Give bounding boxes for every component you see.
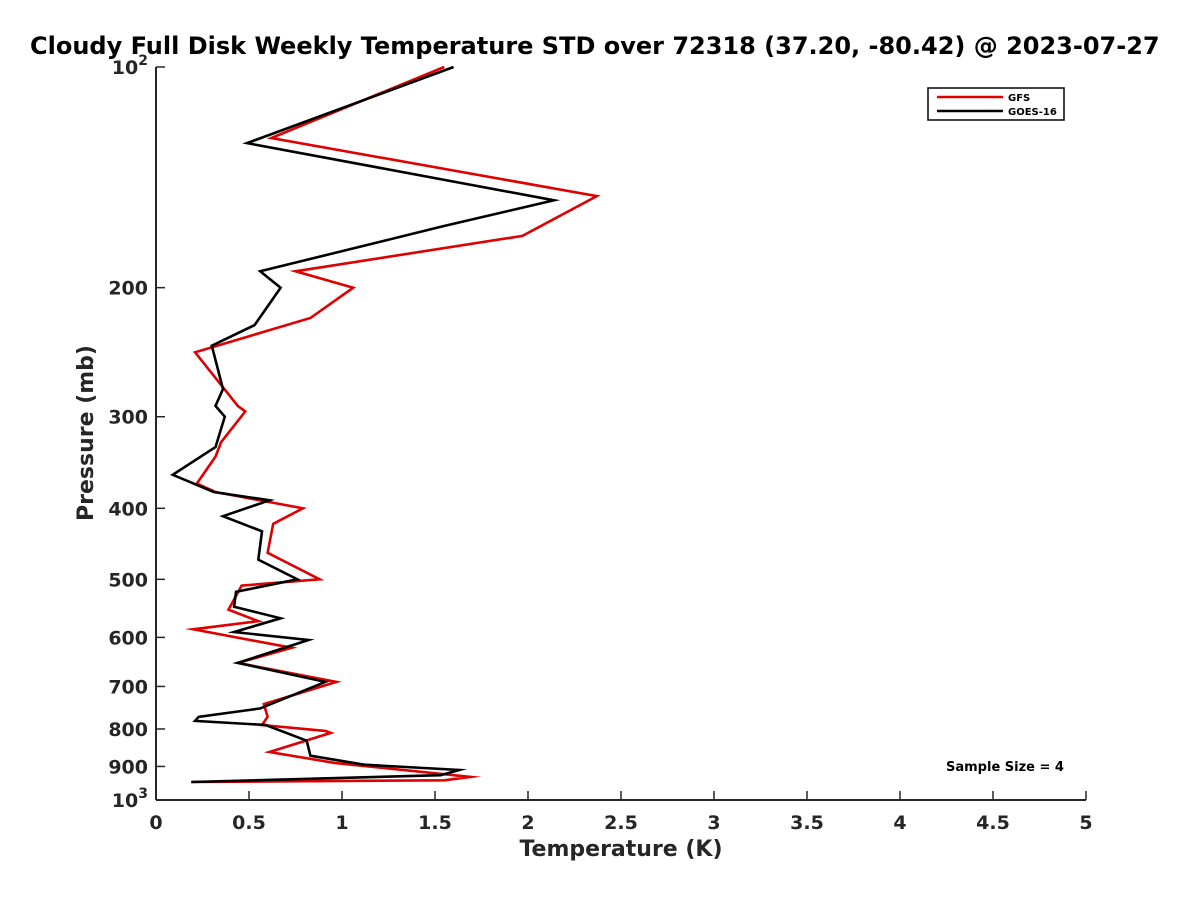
y-tick-label: 700 [108, 676, 148, 698]
x-tick-label: 4.5 [976, 812, 1010, 834]
series-line-goes16 [169, 65, 561, 784]
x-tick-label: 2 [521, 812, 534, 834]
x-axis-label: Temperature (K) [519, 837, 722, 862]
y-tick-label: 400 [108, 498, 148, 520]
x-tick-label: 3.5 [790, 812, 824, 834]
chart-title: Cloudy Full Disk Weekly Temperature STD … [30, 32, 1160, 60]
y-tick-label: 200 [108, 278, 148, 300]
x-tick-label: 0.5 [232, 812, 266, 834]
sample-size-annotation: Sample Size = 4 [946, 760, 1064, 775]
series-layer [169, 65, 601, 784]
x-axis-ticks: 0 0.5 1 1.5 2 2.5 3 3.5 4 4.5 5 [149, 791, 1093, 834]
y-tick-label: 900 [108, 756, 148, 778]
y-axis-ticks: 102 200 300 400 500 600 700 800 900 103 [108, 53, 165, 812]
legend: GFS GOES-16 [927, 87, 1065, 121]
y-tick-label: 500 [108, 569, 148, 591]
y-tick-label: 102 [112, 53, 148, 79]
x-tick-label: 5 [1079, 812, 1092, 834]
x-tick-label: 0 [149, 812, 162, 834]
x-tick-label: 1.5 [418, 812, 452, 834]
legend-label-goes16: GOES-16 [1008, 107, 1057, 118]
x-tick-label: 2.5 [604, 812, 638, 834]
x-tick-label: 1 [335, 812, 348, 834]
x-tick-label: 3 [707, 812, 720, 834]
y-tick-label: 800 [108, 719, 148, 741]
x-tick-label: 4 [893, 812, 906, 834]
legend-label-gfs: GFS [1008, 93, 1030, 104]
y-axis-label: Pressure (mb) [74, 345, 99, 521]
series-line-gfs [184, 65, 601, 784]
y-tick-label: 300 [108, 407, 148, 429]
y-tick-label: 103 [112, 786, 148, 812]
legend-box [927, 87, 1065, 121]
y-tick-label: 600 [108, 627, 148, 649]
